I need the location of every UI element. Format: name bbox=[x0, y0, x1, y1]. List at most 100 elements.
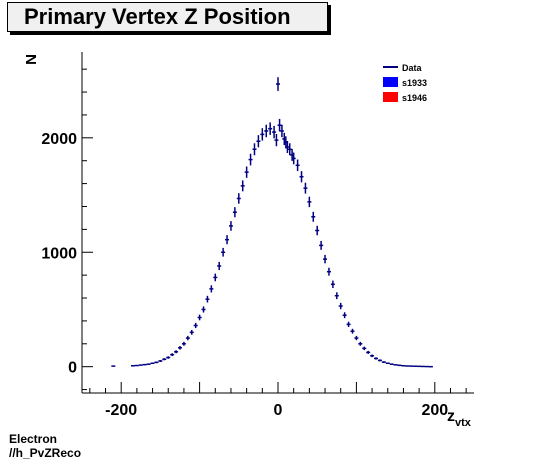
legend-fill-swatch bbox=[383, 92, 398, 102]
chart-title: Primary Vertex Z Position bbox=[7, 2, 328, 32]
data-point bbox=[303, 182, 308, 194]
x-axis-label-main: z bbox=[447, 408, 455, 425]
data-point bbox=[209, 285, 214, 293]
data-point bbox=[181, 341, 186, 346]
legend-entry: s1946 bbox=[383, 92, 427, 103]
x-tick-label: 0 bbox=[274, 402, 283, 419]
data-point bbox=[170, 353, 175, 357]
y-tick-label: 2000 bbox=[41, 131, 77, 148]
legend: Data s1933 s1946 bbox=[383, 63, 427, 103]
data-point bbox=[236, 193, 241, 204]
data-point bbox=[134, 364, 139, 367]
data-point bbox=[330, 280, 335, 288]
data-point bbox=[287, 143, 292, 156]
data-point bbox=[166, 356, 171, 359]
data-point bbox=[221, 247, 226, 257]
data-point bbox=[374, 357, 378, 360]
legend-entry: s1933 bbox=[383, 77, 427, 88]
data-point bbox=[334, 292, 339, 300]
data-point bbox=[217, 261, 222, 271]
data-point bbox=[244, 166, 249, 178]
data-point bbox=[111, 365, 116, 367]
data-point bbox=[146, 363, 151, 365]
data-point bbox=[326, 267, 331, 276]
data-point bbox=[405, 365, 410, 367]
x-axis-label: zvtx bbox=[447, 408, 472, 429]
y-tick-label: 1000 bbox=[41, 245, 77, 262]
data-point bbox=[338, 302, 343, 310]
data-point bbox=[150, 362, 155, 365]
data-point bbox=[295, 159, 300, 172]
data-points bbox=[111, 77, 433, 368]
data-point bbox=[225, 235, 230, 245]
data-point bbox=[189, 329, 194, 335]
data-point bbox=[232, 207, 237, 218]
data-point bbox=[274, 134, 279, 147]
data-point bbox=[268, 122, 273, 135]
data-point bbox=[401, 365, 406, 367]
data-point bbox=[205, 295, 210, 303]
data-point bbox=[354, 335, 359, 341]
data-point bbox=[130, 365, 135, 367]
data-point bbox=[154, 361, 159, 364]
x-axis-label-subscript: vtx bbox=[455, 417, 472, 429]
data-point bbox=[377, 359, 382, 362]
data-point bbox=[323, 254, 328, 264]
data-point bbox=[201, 306, 206, 313]
legend-label: s1933 bbox=[402, 78, 427, 88]
data-point bbox=[381, 361, 386, 363]
data-point bbox=[197, 314, 202, 321]
data-point bbox=[409, 365, 414, 367]
data-point bbox=[291, 152, 296, 165]
data-point bbox=[256, 135, 261, 148]
legend-label: s1946 bbox=[402, 93, 427, 103]
data-point bbox=[385, 362, 390, 365]
x-tick-label: 200 bbox=[421, 402, 448, 419]
data-point bbox=[315, 225, 320, 236]
data-point bbox=[413, 365, 418, 367]
data-point bbox=[370, 354, 375, 358]
data-point bbox=[248, 153, 253, 166]
data-point bbox=[389, 363, 394, 365]
data-point bbox=[397, 364, 402, 367]
data-point bbox=[358, 341, 363, 346]
data-point bbox=[178, 346, 182, 350]
data-point bbox=[158, 359, 163, 362]
data-point bbox=[252, 143, 257, 156]
data-point bbox=[276, 77, 280, 91]
data-point bbox=[346, 321, 351, 327]
data-point bbox=[366, 350, 371, 354]
data-point bbox=[350, 328, 355, 334]
data-point bbox=[279, 124, 284, 138]
data-point bbox=[228, 221, 233, 231]
data-point bbox=[174, 350, 179, 354]
data-point bbox=[240, 180, 245, 192]
data-point bbox=[311, 211, 316, 222]
data-point bbox=[272, 125, 277, 139]
x-tick-label: -200 bbox=[105, 402, 137, 419]
legend-entry: Data bbox=[383, 63, 423, 73]
legend-label: Data bbox=[402, 63, 423, 73]
data-point bbox=[185, 335, 190, 341]
plot-frame bbox=[81, 52, 474, 394]
data-point bbox=[260, 128, 265, 141]
legend-fill-swatch bbox=[383, 77, 398, 87]
data-point bbox=[307, 196, 312, 208]
data-point bbox=[319, 240, 324, 250]
data-point bbox=[393, 364, 398, 366]
y-axis-label: N bbox=[23, 54, 40, 65]
data-point bbox=[277, 118, 282, 132]
data-point bbox=[342, 312, 347, 319]
data-point bbox=[138, 364, 143, 366]
data-point bbox=[264, 124, 269, 138]
data-point bbox=[142, 363, 147, 366]
footer-line-2: //h_PvZReco bbox=[9, 446, 82, 460]
footer-line-1: Electron bbox=[9, 432, 58, 446]
data-point bbox=[213, 273, 218, 282]
y-tick-label: 0 bbox=[68, 360, 77, 377]
data-point bbox=[299, 171, 304, 183]
data-point bbox=[285, 140, 290, 153]
data-point bbox=[193, 322, 198, 329]
